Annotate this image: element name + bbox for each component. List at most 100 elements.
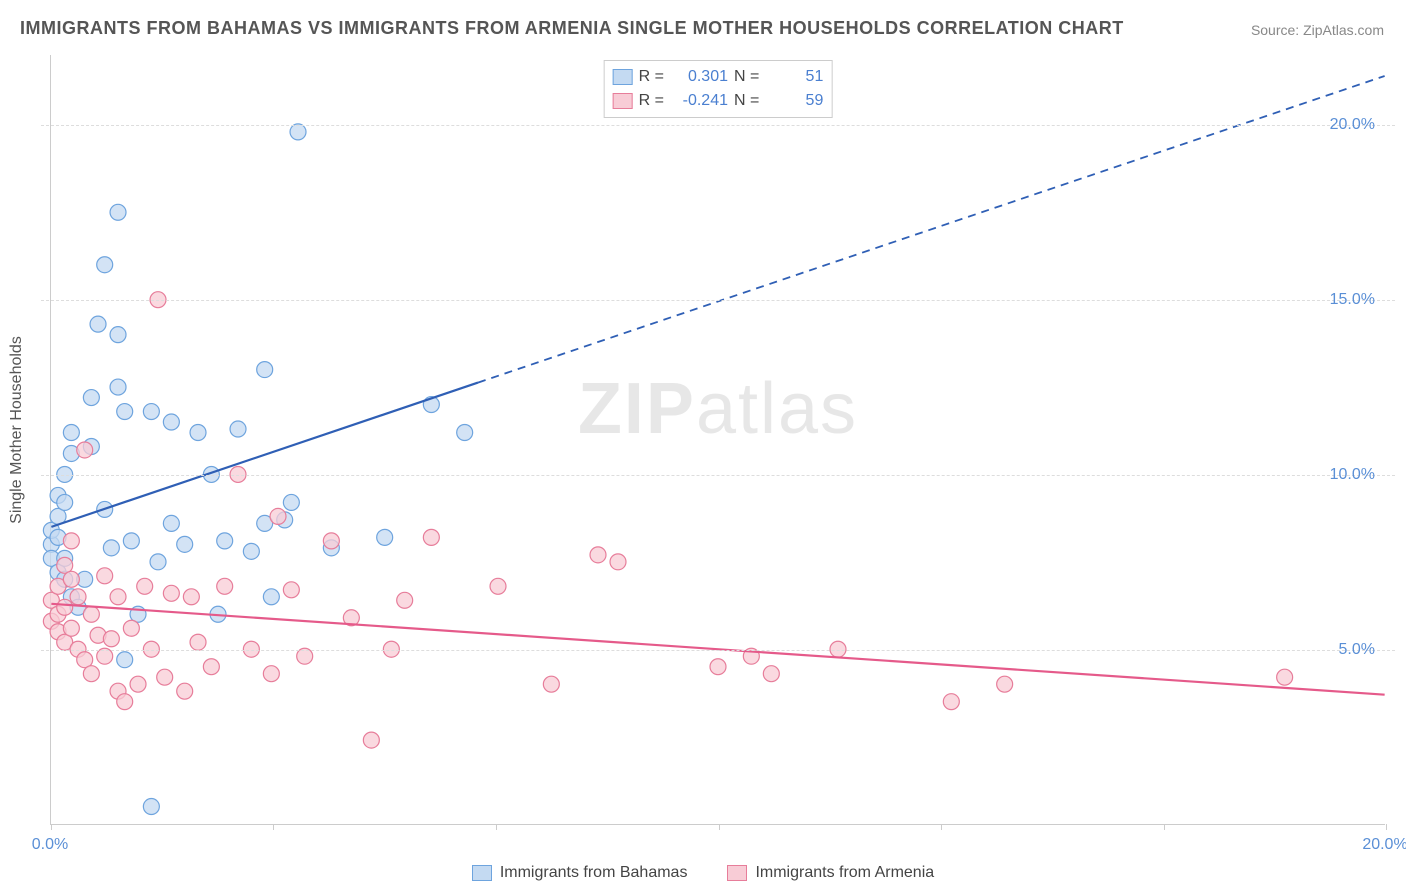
scatter-point bbox=[83, 390, 99, 406]
scatter-point bbox=[243, 543, 259, 559]
scatter-point bbox=[263, 589, 279, 605]
scatter-point bbox=[217, 578, 233, 594]
scatter-point bbox=[137, 578, 153, 594]
trend-line-dashed bbox=[478, 76, 1385, 383]
scatter-point bbox=[97, 257, 113, 273]
scatter-point bbox=[110, 204, 126, 220]
chart-title: IMMIGRANTS FROM BAHAMAS VS IMMIGRANTS FR… bbox=[20, 18, 1124, 39]
legend-swatch-armenia-bottom bbox=[727, 865, 747, 881]
plot-area: ZIPatlas R = 0.301 N = 51 R = -0.241 N =… bbox=[50, 55, 1385, 825]
legend-item-armenia: Immigrants from Armenia bbox=[727, 864, 934, 882]
grid-line bbox=[41, 300, 1395, 301]
scatter-point bbox=[763, 666, 779, 682]
scatter-point bbox=[283, 582, 299, 598]
y-tick-label: 20.0% bbox=[1330, 116, 1375, 134]
r-value-bahamas: 0.301 bbox=[670, 65, 728, 89]
scatter-point bbox=[377, 529, 393, 545]
scatter-point bbox=[997, 676, 1013, 692]
x-tick bbox=[1164, 824, 1165, 830]
scatter-point bbox=[457, 425, 473, 441]
scatter-point bbox=[283, 494, 299, 510]
scatter-point bbox=[130, 676, 146, 692]
x-tick bbox=[941, 824, 942, 830]
scatter-point bbox=[110, 379, 126, 395]
scatter-point bbox=[63, 571, 79, 587]
scatter-point bbox=[943, 694, 959, 710]
scatter-point bbox=[290, 124, 306, 140]
r-label: R = bbox=[639, 65, 664, 89]
legend-label-armenia: Immigrants from Armenia bbox=[755, 864, 934, 882]
n-value-bahamas: 51 bbox=[765, 65, 823, 89]
r-label: R = bbox=[639, 89, 664, 113]
scatter-point bbox=[543, 676, 559, 692]
scatter-point bbox=[163, 585, 179, 601]
y-tick-label: 10.0% bbox=[1330, 466, 1375, 484]
scatter-point bbox=[323, 533, 339, 549]
scatter-point bbox=[363, 732, 379, 748]
legend-swatch-bahamas bbox=[613, 69, 633, 85]
scatter-point bbox=[70, 589, 86, 605]
scatter-point bbox=[63, 425, 79, 441]
scatter-point bbox=[97, 568, 113, 584]
x-tick bbox=[51, 824, 52, 830]
scatter-point bbox=[57, 494, 73, 510]
legend-item-bahamas: Immigrants from Bahamas bbox=[472, 864, 688, 882]
scatter-point bbox=[610, 554, 626, 570]
scatter-point bbox=[63, 620, 79, 636]
x-tick bbox=[719, 824, 720, 830]
scatter-point bbox=[117, 404, 133, 420]
scatter-point bbox=[110, 327, 126, 343]
scatter-point bbox=[150, 554, 166, 570]
scatter-point bbox=[423, 529, 439, 545]
x-tick bbox=[496, 824, 497, 830]
scatter-point bbox=[490, 578, 506, 594]
scatter-point bbox=[270, 508, 286, 524]
source-label: Source: ZipAtlas.com bbox=[1251, 22, 1384, 38]
y-tick-label: 15.0% bbox=[1330, 291, 1375, 309]
legend-stats-row-2: R = -0.241 N = 59 bbox=[613, 89, 824, 113]
scatter-point bbox=[217, 533, 233, 549]
n-value-armenia: 59 bbox=[765, 89, 823, 113]
scatter-point bbox=[117, 694, 133, 710]
scatter-point bbox=[63, 533, 79, 549]
grid-line bbox=[41, 475, 1395, 476]
scatter-point bbox=[203, 659, 219, 675]
x-tick bbox=[1386, 824, 1387, 830]
n-label: N = bbox=[734, 65, 759, 89]
scatter-point bbox=[1277, 669, 1293, 685]
scatter-point bbox=[123, 533, 139, 549]
scatter-point bbox=[263, 666, 279, 682]
y-axis-label: Single Mother Households bbox=[8, 336, 26, 524]
scatter-point bbox=[230, 421, 246, 437]
scatter-point bbox=[90, 316, 106, 332]
scatter-point bbox=[590, 547, 606, 563]
scatter-point bbox=[123, 620, 139, 636]
legend-stats-row-1: R = 0.301 N = 51 bbox=[613, 65, 824, 89]
scatter-point bbox=[83, 666, 99, 682]
scatter-point bbox=[143, 404, 159, 420]
scatter-point bbox=[77, 442, 93, 458]
y-tick-label: 5.0% bbox=[1339, 641, 1375, 659]
grid-line bbox=[41, 125, 1395, 126]
x-tick bbox=[273, 824, 274, 830]
n-label: N = bbox=[734, 89, 759, 113]
scatter-point bbox=[83, 606, 99, 622]
legend-label-bahamas: Immigrants from Bahamas bbox=[500, 864, 688, 882]
scatter-point bbox=[183, 589, 199, 605]
legend-swatch-armenia bbox=[613, 93, 633, 109]
scatter-point bbox=[157, 669, 173, 685]
scatter-point bbox=[710, 659, 726, 675]
scatter-point bbox=[397, 592, 413, 608]
scatter-point bbox=[177, 536, 193, 552]
scatter-point bbox=[103, 631, 119, 647]
plot-svg bbox=[51, 55, 1385, 824]
scatter-point bbox=[190, 634, 206, 650]
scatter-point bbox=[143, 799, 159, 815]
trend-line-solid bbox=[51, 383, 478, 527]
scatter-point bbox=[57, 599, 73, 615]
grid-line bbox=[41, 650, 1395, 651]
r-value-armenia: -0.241 bbox=[670, 89, 728, 113]
scatter-point bbox=[110, 589, 126, 605]
x-tick-label: 0.0% bbox=[32, 836, 68, 854]
legend-stats-box: R = 0.301 N = 51 R = -0.241 N = 59 bbox=[604, 60, 833, 118]
